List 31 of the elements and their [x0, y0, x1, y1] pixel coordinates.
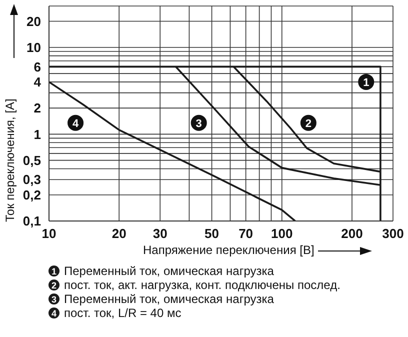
x-tick-label: 70: [238, 226, 254, 242]
y-tick-label: 2: [34, 100, 41, 116]
text: 2: [51, 280, 57, 290]
y-tick-label: 0,1: [22, 214, 41, 229]
legend-label: Переменный ток, омическая нагрузка: [64, 292, 274, 306]
y-tick-label: 0,2: [22, 187, 41, 202]
y-tick-label: 1: [34, 126, 41, 142]
y-tick-label: 0,5: [22, 152, 41, 168]
x-tick-label: 200: [341, 226, 363, 242]
x-tick-label: 20: [112, 226, 126, 242]
y-tick-label: 10: [26, 40, 41, 56]
annotation: 2: [305, 118, 312, 130]
annotation: 1: [363, 76, 370, 89]
annotation: 4: [72, 118, 80, 130]
y-axis-title: Ток переключения, [А]: [3, 98, 17, 222]
y-tick-label: 20: [26, 14, 41, 29]
x-tick-label: 300: [382, 226, 404, 242]
x-tick-label: 50: [204, 226, 220, 242]
text: 3: [51, 294, 57, 304]
y-tick-label: 4: [34, 74, 42, 90]
y-tick-label: 0,3: [22, 172, 41, 188]
x-tick-label: 30: [152, 226, 168, 242]
legend-label: пост. ток, L/R = 40 мс: [64, 306, 182, 320]
x-axis-title: Напряжение переключения [В]: [143, 243, 314, 257]
text: 4: [51, 308, 57, 318]
legend-label: Переменный ток, омическая нагрузка: [64, 264, 274, 278]
y-tick-label: 6: [34, 59, 41, 74]
legend-label: пост. ток, акт. нагрузка, конт. подключены послед.: [64, 278, 340, 292]
x-tick-label: 100: [271, 226, 293, 242]
text: 1: [51, 266, 57, 276]
annotation: 3: [196, 118, 202, 130]
